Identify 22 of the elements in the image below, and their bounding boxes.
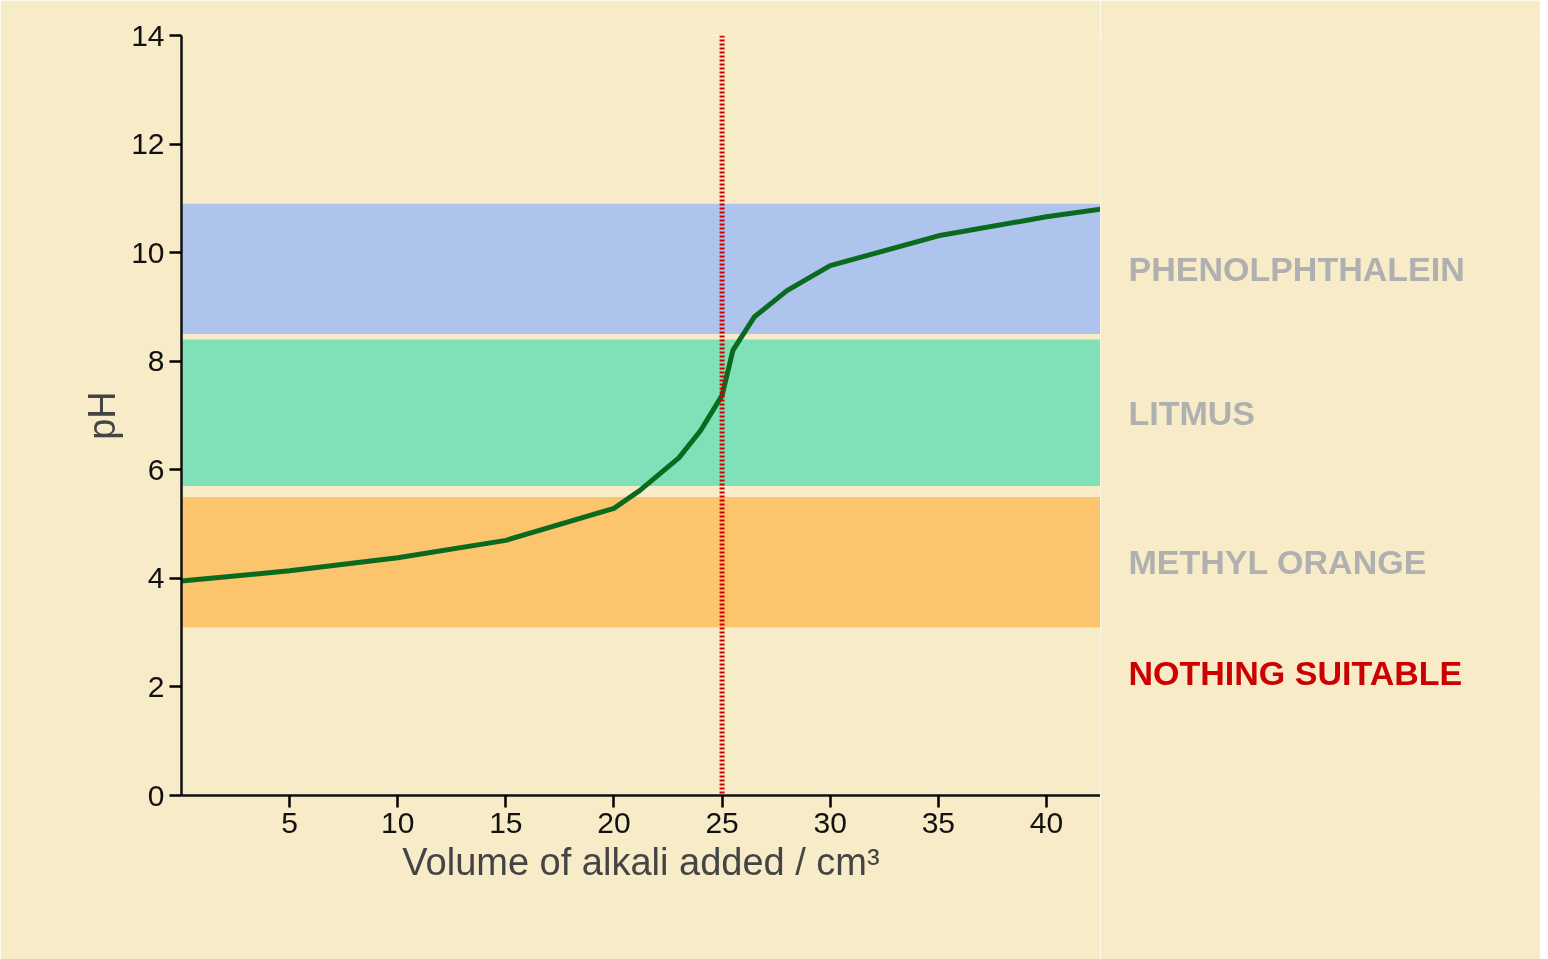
y-tick-label: 4 — [147, 561, 165, 595]
band-label: LITMUS — [1128, 393, 1256, 432]
y-tick-label: 2 — [147, 669, 165, 703]
x-tick-label: 35 — [921, 805, 956, 839]
y-tick-label: 10 — [131, 235, 165, 269]
y-tick-label: 6 — [147, 452, 165, 486]
y-axis-title: pH — [81, 391, 124, 440]
y-tick-label: 14 — [131, 18, 165, 52]
text: NOTHING SUITABLE — [1128, 654, 1463, 693]
x-tick-label: 30 — [813, 805, 847, 839]
x-tick-label: 20 — [597, 805, 631, 839]
x-tick-label: 10 — [381, 805, 415, 839]
y-tick-label: 12 — [131, 127, 165, 161]
y-tick-label: 8 — [147, 344, 165, 378]
band-label: METHYL ORANGE — [1128, 543, 1427, 582]
x-tick-label: 15 — [489, 805, 523, 839]
x-tick-label: 5 — [281, 805, 298, 839]
x-tick-label: 40 — [1029, 805, 1064, 839]
y-tick-label: 0 — [147, 778, 165, 812]
band-label: PHENOLPHTHALEIN — [1128, 249, 1465, 288]
x-tick-label: 25 — [705, 805, 739, 839]
x-axis-title: Volume of alkali added / cm³ — [402, 840, 880, 883]
